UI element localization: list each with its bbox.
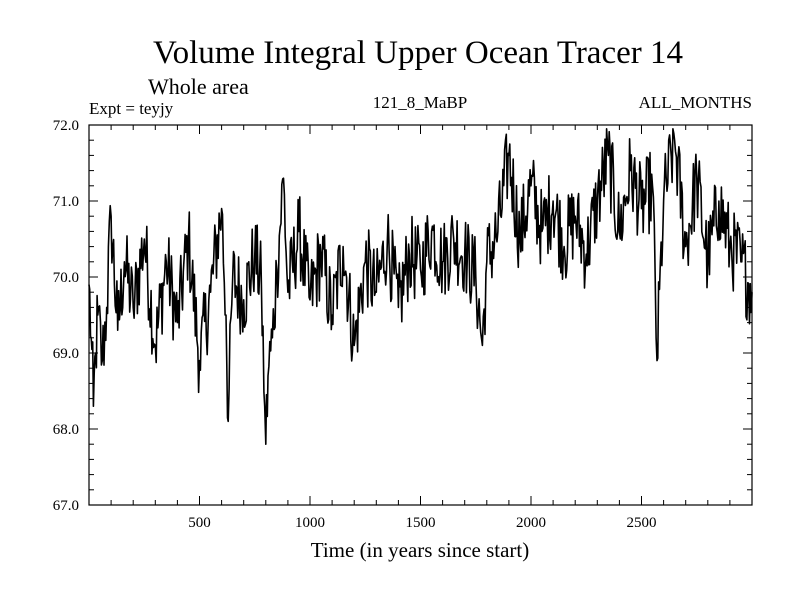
y-tick-label: 71.0 <box>53 194 79 210</box>
x-tick-label: 2500 <box>627 515 657 531</box>
x-tick-label: 500 <box>188 515 211 531</box>
y-tick-label: 69.0 <box>53 346 79 362</box>
y-tick-label: 70.0 <box>53 270 79 286</box>
tick-labels: 500 1000 1500 2000 2500 67.0 68.0 69.0 70.0 71.0 7… <box>53 118 657 531</box>
y-tick-label: 67.0 <box>53 498 79 514</box>
y-tick-label: 72.0 <box>53 118 79 134</box>
series-line <box>88 128 753 445</box>
x-tick-label: 1500 <box>406 515 436 531</box>
x-axis-label: Time (in years since start) <box>311 538 530 562</box>
run-label: 121_8_MaBP <box>373 93 467 112</box>
months-label: ALL_MONTHS <box>639 93 752 112</box>
x-tick-label: 2000 <box>516 515 546 531</box>
experiment-label: Expt = teyjy <box>89 99 174 118</box>
chart-title: Volume Integral Upper Ocean Tracer 14 <box>153 35 683 71</box>
y-tick-label: 68.0 <box>53 422 79 438</box>
x-tick-label: 1000 <box>295 515 325 531</box>
plot-frame <box>88 124 753 506</box>
chart-subtitle: Whole area <box>148 74 249 99</box>
